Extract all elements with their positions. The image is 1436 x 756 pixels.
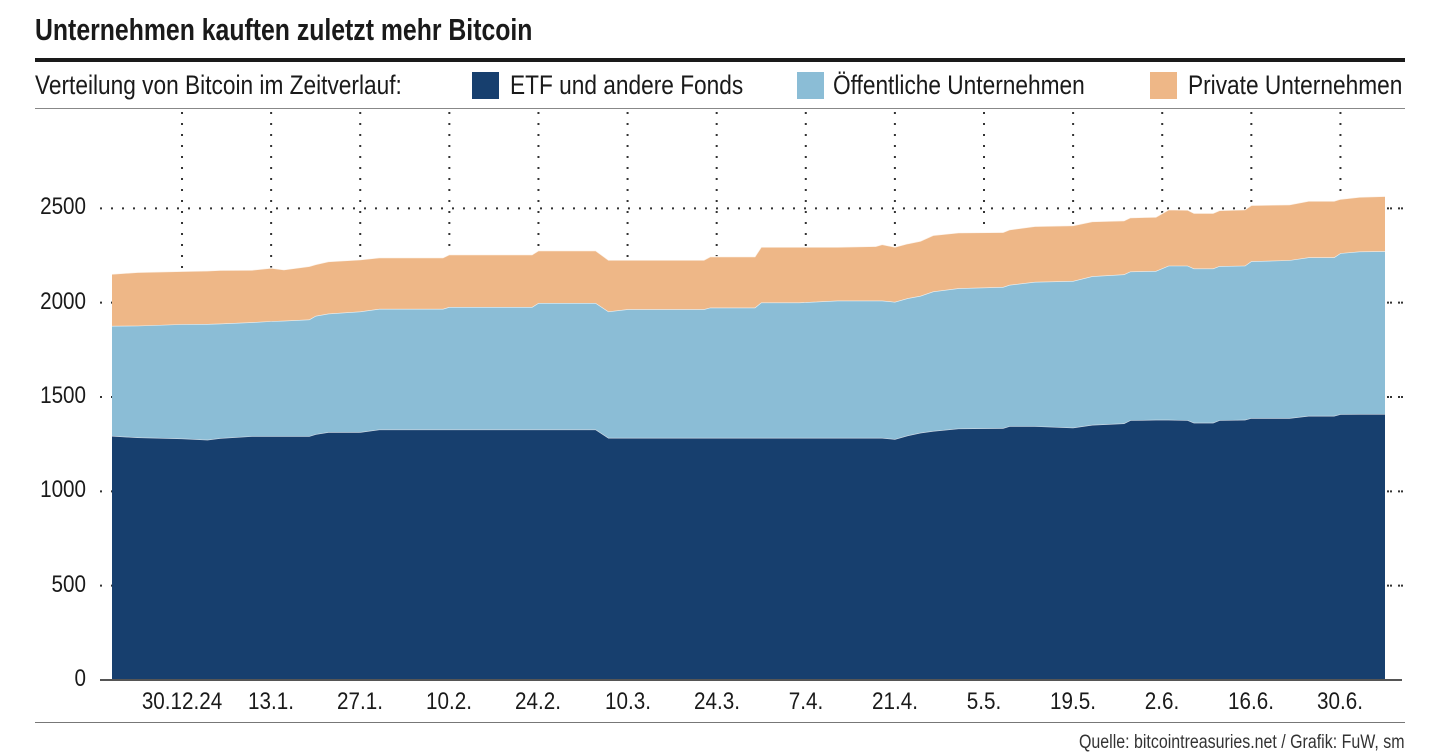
y-tick-label: 2500	[40, 193, 86, 221]
x-tick-label: 5.5.	[966, 688, 1002, 715]
y-tick-label: 1500	[40, 382, 86, 409]
x-tick-label: 27.1.	[337, 688, 384, 715]
y-tick-label: 2000	[40, 287, 86, 315]
legend-label-private: Private Unternehmen	[1188, 70, 1403, 100]
x-tick-label: 24.2.	[515, 688, 562, 715]
x-tick-label: 7.4.	[788, 688, 823, 715]
chart-title: Unternehmen kauften zuletzt mehr Bitcoin	[35, 12, 533, 47]
x-tick-label: 10.3.	[604, 688, 651, 715]
chart-subtitle: Verteilung von Bitcoin im Zeitverlauf:	[35, 70, 402, 100]
legend-swatch-public	[797, 72, 824, 99]
x-tick-label: 10.2.	[426, 688, 473, 715]
x-tick-label: 21.4.	[871, 688, 918, 715]
x-tick-label: 2.6.	[1145, 688, 1180, 715]
x-tick-label: 30.6.	[1317, 688, 1364, 715]
legend-label-etf: ETF und andere Fonds	[510, 70, 744, 100]
y-tick-label: 1000	[40, 476, 86, 504]
x-tick-label: 19.5.	[1050, 688, 1097, 715]
source-note: Quelle: bitcointreasuries.net / Grafik: …	[1079, 732, 1405, 753]
area-series-private	[112, 196, 1385, 326]
header-rule	[35, 108, 1405, 109]
series-boundary-line	[111, 195, 1386, 275]
legend-label-public: Öffentliche Unternehmen	[833, 70, 1085, 100]
x-tick-label: 13.1.	[248, 688, 295, 715]
area-series-public	[112, 251, 1385, 440]
x-tick-label: 16.6.	[1228, 688, 1275, 715]
x-tick-label: 24.3.	[693, 688, 740, 715]
area-series-etf	[112, 414, 1385, 680]
title-rule	[35, 58, 1405, 62]
y-tick-label: 500	[51, 570, 86, 598]
y-tick-label: 0	[74, 665, 86, 692]
legend-swatch-etf	[472, 72, 499, 99]
x-tick-label: 30.12.24	[141, 688, 223, 715]
footer-rule	[35, 722, 1405, 723]
legend-swatch-private	[1150, 72, 1177, 99]
